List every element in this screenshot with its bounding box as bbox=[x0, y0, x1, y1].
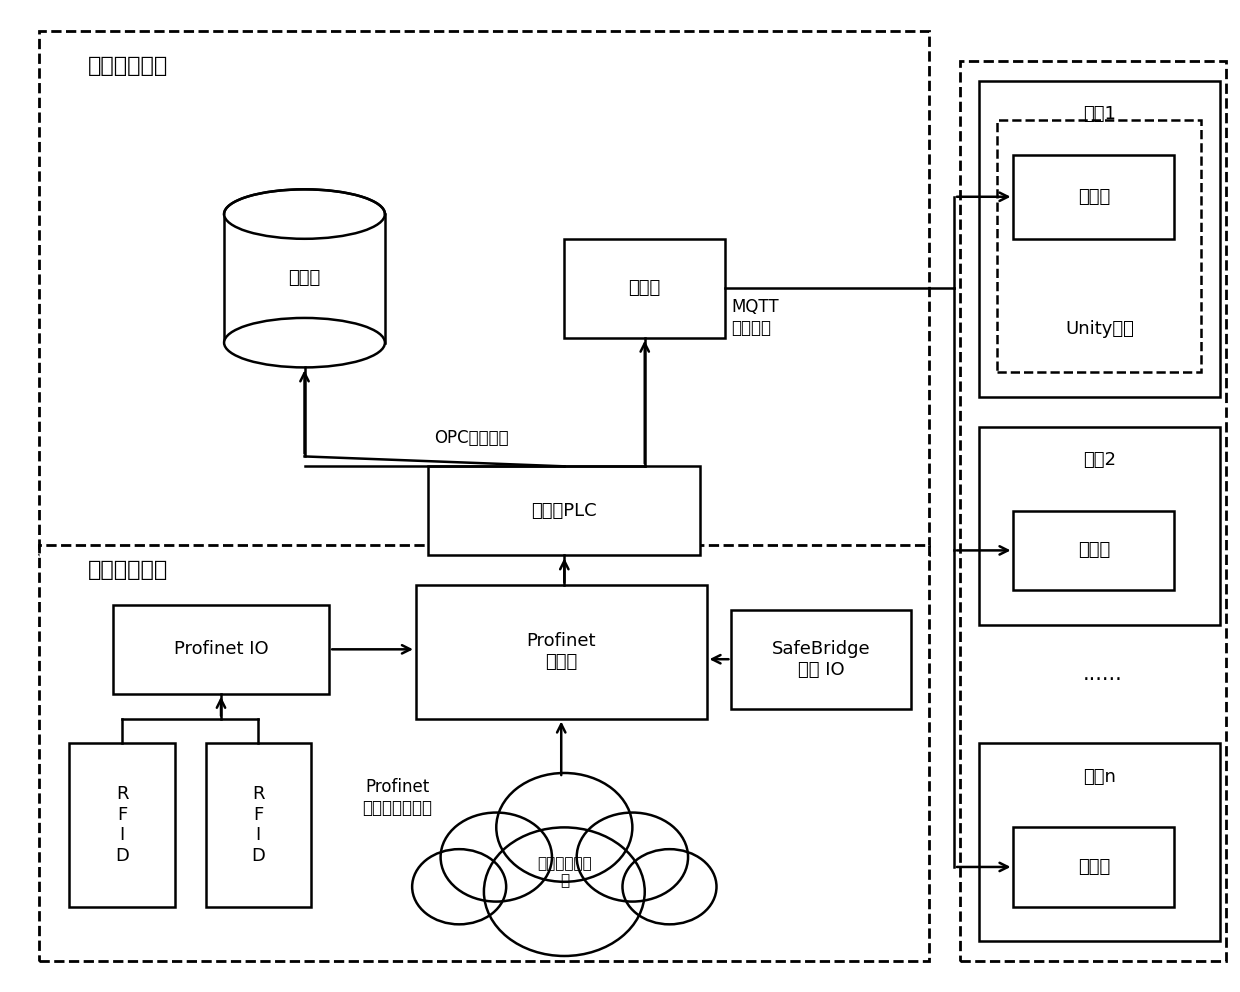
Text: R
F
I
D: R F I D bbox=[115, 785, 129, 865]
Text: 半导体生产设
备: 半导体生产设 备 bbox=[537, 856, 591, 888]
Circle shape bbox=[412, 849, 506, 925]
Text: ......: ...... bbox=[1083, 664, 1122, 684]
Text: 接收端: 接收端 bbox=[1078, 187, 1110, 205]
Bar bbox=[1013, 155, 1174, 239]
Bar bbox=[997, 120, 1202, 372]
Bar bbox=[38, 31, 929, 556]
Bar bbox=[1013, 511, 1174, 590]
Text: 应用n: 应用n bbox=[1083, 768, 1116, 786]
Bar bbox=[1013, 827, 1174, 907]
Text: 控制器PLC: 控制器PLC bbox=[532, 502, 598, 520]
Bar bbox=[960, 61, 1226, 961]
Ellipse shape bbox=[224, 318, 384, 367]
Text: Profinet IO: Profinet IO bbox=[174, 640, 268, 659]
Circle shape bbox=[440, 812, 552, 902]
Bar bbox=[38, 546, 929, 961]
Text: MQTT
通讯协议: MQTT 通讯协议 bbox=[732, 299, 779, 337]
Circle shape bbox=[577, 812, 688, 902]
Bar bbox=[428, 466, 701, 556]
Circle shape bbox=[484, 827, 645, 956]
Text: Profinet
交换机: Profinet 交换机 bbox=[527, 633, 596, 672]
Text: 设备感控网络: 设备感控网络 bbox=[88, 560, 169, 580]
Text: OPC通信技术: OPC通信技术 bbox=[434, 429, 508, 446]
Text: 应用1: 应用1 bbox=[1083, 105, 1116, 123]
Text: SafeBridge
安全 IO: SafeBridge 安全 IO bbox=[771, 640, 870, 679]
Text: R
F
I
D: R F I D bbox=[252, 785, 265, 865]
Circle shape bbox=[622, 849, 717, 925]
Text: 数据传输网络: 数据传输网络 bbox=[88, 56, 169, 75]
Bar bbox=[69, 743, 175, 907]
Text: Profinet
实时工业以太网: Profinet 实时工业以太网 bbox=[362, 778, 433, 816]
Text: Unity模型: Unity模型 bbox=[1065, 319, 1133, 337]
Bar bbox=[564, 239, 725, 337]
Text: 应用2: 应用2 bbox=[1083, 451, 1116, 469]
Text: 发布端: 发布端 bbox=[629, 280, 661, 298]
Bar bbox=[978, 80, 1220, 397]
Text: 接收端: 接收端 bbox=[1078, 858, 1110, 876]
Bar bbox=[113, 605, 330, 693]
Bar bbox=[224, 214, 384, 342]
Text: 接收端: 接收端 bbox=[1078, 542, 1110, 559]
Bar bbox=[978, 743, 1220, 941]
Text: 数据库: 数据库 bbox=[289, 270, 321, 288]
Bar bbox=[978, 427, 1220, 625]
Ellipse shape bbox=[224, 189, 384, 239]
Bar bbox=[415, 585, 707, 718]
Bar bbox=[732, 610, 910, 708]
Circle shape bbox=[496, 773, 632, 882]
Bar bbox=[206, 743, 311, 907]
